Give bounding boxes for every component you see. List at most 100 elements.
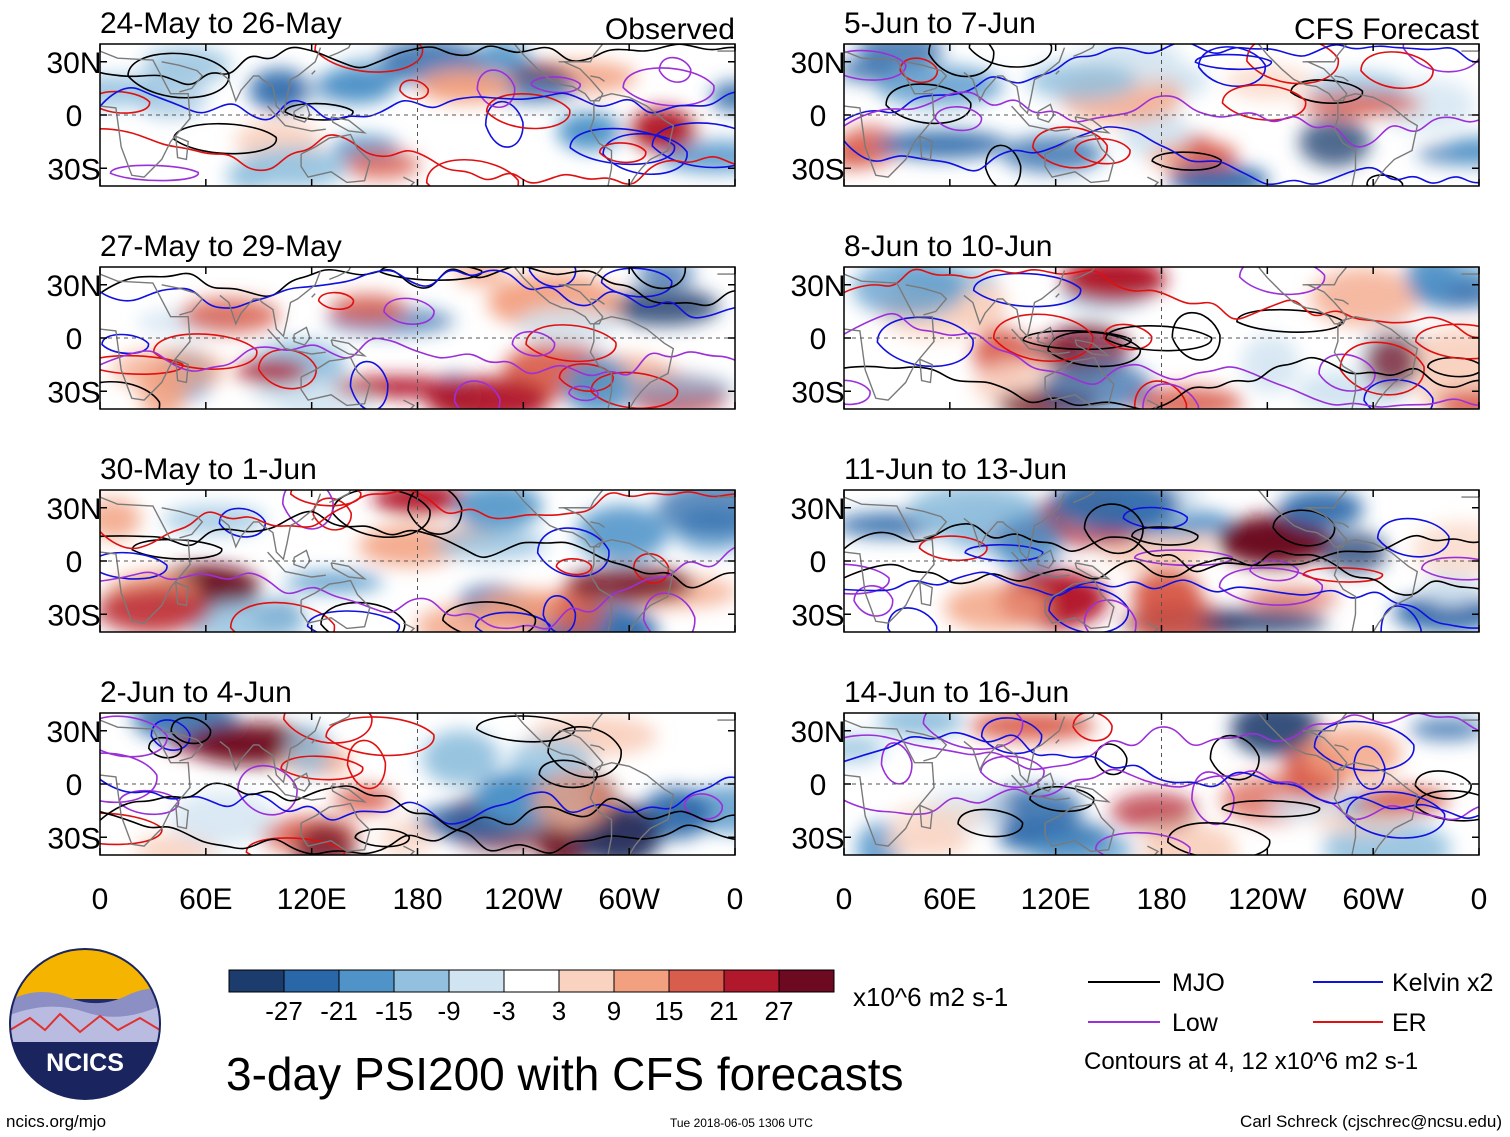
coastline <box>403 845 416 855</box>
contour-line <box>844 44 1479 122</box>
coastline <box>1037 549 1055 569</box>
contour-line <box>1345 791 1446 839</box>
contour-line <box>100 776 735 825</box>
coastline <box>330 116 367 134</box>
anomaly-blob <box>1026 833 1136 855</box>
coastline <box>919 135 933 161</box>
coastline <box>1011 328 1070 355</box>
coastline <box>219 493 322 561</box>
coastline <box>589 769 613 855</box>
legend-label-mjo: MJO <box>1172 969 1225 997</box>
contour-line <box>1032 126 1108 169</box>
contour-line <box>844 571 1479 629</box>
contour-line <box>844 731 1479 820</box>
colorbar-tick-label: -3 <box>492 996 515 1026</box>
contour-line <box>844 126 1479 186</box>
coastlines <box>100 44 735 186</box>
contour-line <box>538 759 598 789</box>
contour-line <box>475 715 576 743</box>
y-tick-label: 30N <box>46 716 101 749</box>
anomaly-blob <box>1299 117 1371 168</box>
contour-line <box>1151 151 1222 171</box>
panel-plot-area <box>844 267 1479 409</box>
anomaly-blob <box>844 734 885 763</box>
contour-line <box>100 546 735 630</box>
anomaly-blob <box>179 297 280 334</box>
panel-obs-3: 30N 0 30S 30-May to 1-Jun <box>46 453 736 633</box>
coastline <box>100 50 191 178</box>
anomaly-blob <box>1061 267 1167 302</box>
anomaly-blob <box>1129 387 1244 409</box>
panel-ticks <box>843 490 1480 632</box>
coastlines <box>844 713 1479 855</box>
contour-line <box>880 742 913 785</box>
coastline <box>1044 579 1115 630</box>
contour-line <box>100 510 735 589</box>
contour-line <box>844 523 1479 573</box>
contour-line <box>1047 331 1141 368</box>
contour-line <box>630 267 686 290</box>
contour-line <box>1102 323 1153 351</box>
y-tick-label: 0 <box>66 546 83 579</box>
contour-line <box>968 44 1053 68</box>
colorbar-swatch <box>503 969 560 993</box>
panel-ticks <box>843 267 1480 409</box>
contour-line <box>844 563 890 595</box>
coastline <box>844 50 935 178</box>
coastline <box>403 622 416 632</box>
coastline <box>1147 399 1160 409</box>
anomaly-blob <box>333 786 395 813</box>
panel-period-title: 2-Jun to 4-Jun <box>100 676 292 709</box>
contour-line <box>100 44 735 86</box>
panel-obs-2: 30N 0 30S 27-May to 29-May <box>46 230 736 410</box>
coastline <box>329 490 352 504</box>
panel-period-title: 8-Jun to 10-Jun <box>844 230 1052 263</box>
contour-line <box>100 127 735 185</box>
contour-line <box>312 497 352 531</box>
contour-line <box>325 716 435 757</box>
x-tick-label: 0 <box>1471 883 1488 916</box>
contour-line <box>1133 549 1233 567</box>
footer-author: Carl Schreck (cjschrec@ncsu.edu) <box>1240 1112 1502 1131</box>
anomaly-blob <box>417 70 515 103</box>
coastline <box>311 70 316 75</box>
coastline <box>844 719 935 847</box>
coastline <box>1044 802 1115 853</box>
contour-line <box>131 538 223 560</box>
anomaly-blob <box>286 724 332 776</box>
figure-title: 3-day PSI200 with CFS forecasts <box>226 1048 904 1100</box>
y-tick-label: 0 <box>66 100 83 133</box>
contour-line <box>844 713 1479 771</box>
anomaly-blob <box>183 599 308 632</box>
anomaly-blob <box>656 490 735 537</box>
coastline <box>963 716 1066 784</box>
coastline <box>1074 339 1111 357</box>
contour-lines <box>100 44 735 186</box>
anomaly-blob <box>358 525 463 567</box>
panel-plot-area <box>100 44 735 186</box>
contour-line <box>928 44 995 78</box>
contour-line <box>934 106 983 132</box>
footer-timestamp: Tue 2018-06-05 1306 UTC <box>670 1116 813 1130</box>
coastline <box>905 730 948 762</box>
coastline <box>100 719 191 847</box>
contour-line <box>1221 799 1321 818</box>
coastline <box>329 713 352 727</box>
coastline <box>219 270 322 338</box>
anomaly-blob <box>421 730 500 787</box>
anomaly-blob <box>100 498 141 540</box>
coastline <box>593 761 675 855</box>
contour-line <box>1352 745 1386 790</box>
colorbar: -27 -21 -15 -9 -3 3 9 15 21 27 <box>228 969 835 1026</box>
panel-period-title: 24-May to 26-May <box>100 7 342 40</box>
coastline <box>590 744 605 751</box>
contour-line <box>229 601 336 632</box>
panel-ticks <box>843 44 1480 186</box>
panel-plot-area <box>100 490 735 632</box>
coastline <box>844 273 935 401</box>
contour-line <box>984 144 1022 186</box>
coastline <box>963 47 1066 115</box>
panel-ticks <box>99 267 736 409</box>
colorbar-swatch <box>393 969 450 993</box>
anomaly-blob <box>1278 490 1364 530</box>
